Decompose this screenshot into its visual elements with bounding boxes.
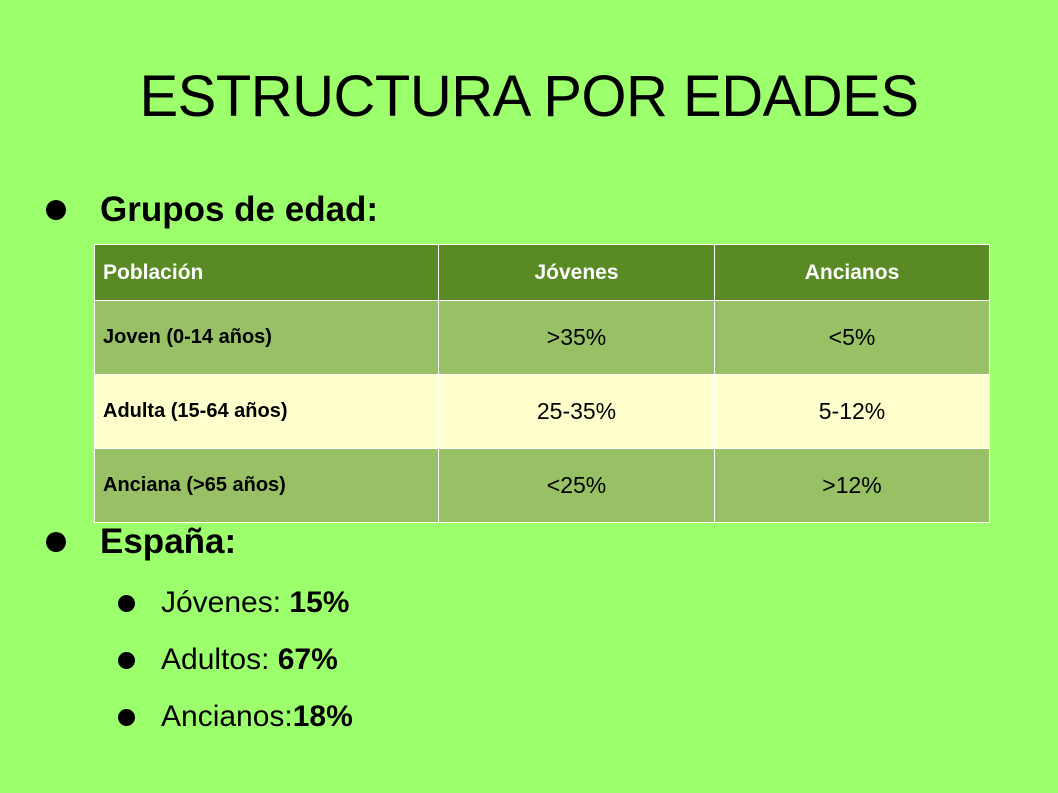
row-label: Joven (0-14 años) <box>94 300 439 375</box>
sub-bullet-adultos: Adultos: 67% <box>118 640 338 680</box>
sub-bullet-label: Adultos: <box>161 643 278 676</box>
sub-bullet-jovenes: Jóvenes: 15% <box>118 583 349 623</box>
sub-bullet-value: 67% <box>277 643 338 676</box>
header-poblacion: Población <box>94 244 439 301</box>
bullet-dot-icon <box>46 200 66 220</box>
table-row: Anciana (>65 años) <25% >12% <box>94 448 990 523</box>
sub-bullet-label: Ancianos: <box>161 700 293 733</box>
sub-bullet-text: Ancianos:18% <box>161 700 353 734</box>
cell-jovenes: >35% <box>438 300 715 375</box>
row-label: Adulta (15-64 años) <box>94 374 439 449</box>
sub-bullet-value: 15% <box>289 586 350 619</box>
table-row: Adulta (15-64 años) 25-35% 5-12% <box>94 374 990 449</box>
bullet-label: España: <box>100 522 237 561</box>
table-row: Joven (0-14 años) >35% <5% <box>94 300 990 375</box>
bullet-dot-icon <box>118 651 135 669</box>
header-ancianos: Ancianos <box>714 244 990 301</box>
slide-title: ESTRUCTURA POR EDADES <box>139 64 919 129</box>
sub-bullet-label: Jóvenes: <box>161 586 290 619</box>
age-groups-table: Población Jóvenes Ancianos Joven (0-14 a… <box>94 244 990 523</box>
sub-bullet-value: 18% <box>292 700 353 733</box>
bullet-dot-icon <box>118 594 135 612</box>
bullet-dot-icon <box>118 708 135 726</box>
table-header-row: Población Jóvenes Ancianos <box>94 244 990 301</box>
cell-ancianos: <5% <box>714 300 990 375</box>
sub-bullet-text: Jóvenes: 15% <box>161 586 349 620</box>
cell-ancianos: >12% <box>714 448 990 523</box>
header-jovenes: Jóvenes <box>438 244 715 301</box>
bullet-espana: España: <box>46 520 236 564</box>
bullet-label: Grupos de edad: <box>100 190 379 229</box>
bullet-grupos-de-edad: Grupos de edad: <box>46 188 378 232</box>
cell-ancianos: 5-12% <box>714 374 990 449</box>
cell-jovenes: 25-35% <box>438 374 715 449</box>
row-label: Anciana (>65 años) <box>94 448 439 523</box>
sub-bullet-ancianos: Ancianos:18% <box>118 697 353 737</box>
cell-jovenes: <25% <box>438 448 715 523</box>
sub-bullet-text: Adultos: 67% <box>161 643 338 677</box>
bullet-dot-icon <box>46 532 66 552</box>
